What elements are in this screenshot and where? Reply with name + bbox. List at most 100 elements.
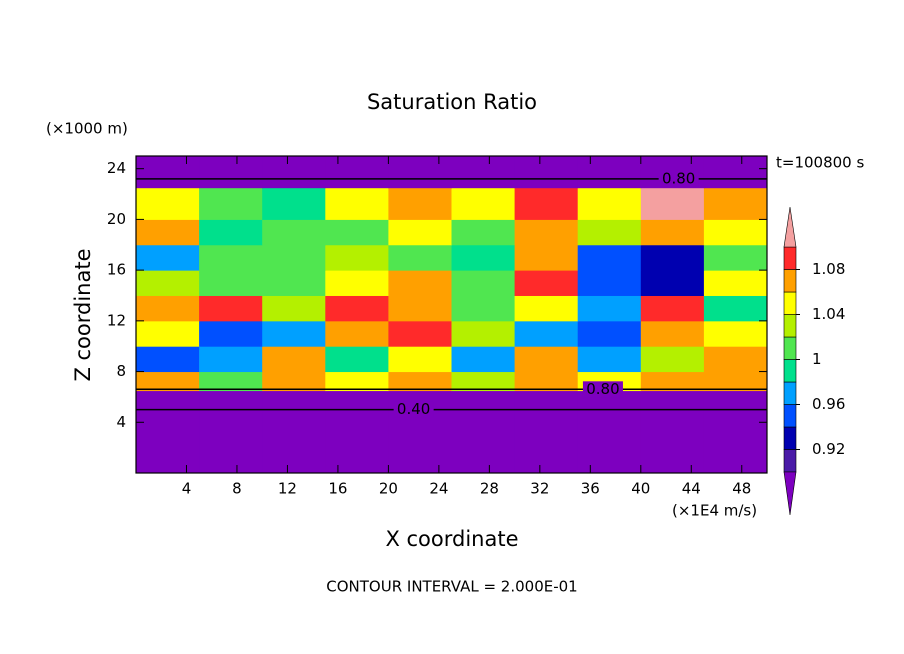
cell: [577, 219, 642, 246]
x-tick-label: 24: [429, 480, 448, 498]
cell: [388, 422, 452, 474]
x-tick-label: 32: [530, 480, 549, 498]
cell: [262, 390, 326, 423]
cell: [703, 187, 768, 220]
cell: [136, 270, 200, 296]
colorbar-band: [783, 269, 797, 293]
cell: [640, 270, 705, 296]
cell: [451, 187, 516, 220]
cell: [199, 295, 263, 322]
colorbar-band: [783, 314, 797, 338]
cell: [640, 346, 705, 373]
cell: [199, 219, 263, 246]
cell: [136, 422, 200, 474]
cell: [388, 219, 452, 246]
colorbar-tick-label: 0.96: [812, 395, 845, 413]
y-tick-label: 4: [116, 413, 126, 431]
cell: [703, 295, 768, 322]
cell: [388, 295, 452, 322]
cell: [388, 244, 452, 271]
cell: [640, 187, 705, 220]
cell: [703, 390, 768, 423]
cell: [325, 422, 389, 474]
cell: [577, 422, 642, 474]
cell: [577, 270, 642, 296]
contour-label-bg: [393, 401, 434, 418]
cell: [325, 156, 389, 189]
y-tick-label: 12: [107, 311, 126, 329]
contour-label: 0.80: [586, 380, 619, 398]
cell: [199, 390, 263, 423]
cell: [199, 371, 263, 392]
x-tick-label: 36: [581, 480, 600, 498]
cell: [514, 422, 579, 474]
cell: [199, 156, 263, 189]
x-tick-label: 28: [480, 480, 499, 498]
cell: [451, 270, 516, 296]
cell: [136, 295, 200, 322]
cell: [388, 270, 452, 296]
cell: [577, 320, 642, 347]
overlay: 0.40 0.80 0.80: [136, 169, 767, 418]
cell: [640, 295, 705, 322]
cell: [136, 219, 200, 246]
cell: [325, 295, 389, 322]
cell: [514, 219, 579, 246]
cell: [577, 346, 642, 373]
y-tick-label: 24: [107, 159, 126, 177]
colorbar-tick-label: 0.92: [812, 440, 845, 458]
x-axis-label: X coordinate: [385, 527, 518, 551]
y-tick-label: 8: [116, 362, 126, 380]
contour-label: 0.40: [397, 400, 430, 418]
cell: [640, 422, 705, 474]
cell: [325, 270, 389, 296]
cell: [199, 422, 263, 474]
colorbar-band: [783, 336, 797, 360]
cell: [514, 390, 579, 423]
colorbar-band: [783, 381, 797, 405]
cell: [451, 295, 516, 322]
x-tick-label: 8: [232, 480, 242, 498]
cell: [325, 346, 389, 373]
colorbar-tick-label: 1.04: [812, 305, 845, 323]
cell: [388, 156, 452, 189]
x-tick-label: 48: [732, 480, 751, 498]
x-tick-label: 4: [182, 480, 192, 498]
cell: [262, 320, 326, 347]
cell: [514, 244, 579, 271]
x-tick-label: 40: [631, 480, 650, 498]
cell: [262, 346, 326, 373]
cell: [262, 371, 326, 392]
y-tick-label: 16: [107, 261, 126, 279]
colorbar-band: [783, 449, 797, 473]
cell: [199, 346, 263, 373]
cell: [577, 156, 642, 189]
contour-label-bg: [658, 170, 699, 187]
cell: [514, 320, 579, 347]
x-tick-label: 12: [278, 480, 297, 498]
cell: [577, 187, 642, 220]
plot-frame: [135, 155, 768, 474]
colorbar-tick-label: 1: [812, 350, 822, 368]
cell: [514, 270, 579, 296]
cell: [703, 244, 768, 271]
cell: [262, 219, 326, 246]
cell: [199, 270, 263, 296]
cell: [577, 244, 642, 271]
time-label: t=100800 s: [776, 154, 864, 172]
cell: [325, 371, 389, 392]
footer: CONTOUR INTERVAL = 2.000E-01: [326, 578, 577, 596]
cell: [325, 219, 389, 246]
x-unit: (×1E4 m/s): [672, 502, 757, 520]
cell: [451, 422, 516, 474]
cell: [703, 270, 768, 296]
cell: [703, 422, 768, 474]
colorbar-band: [783, 291, 797, 315]
cell: [514, 187, 579, 220]
x-tick-label: 44: [682, 480, 701, 498]
cell: [199, 187, 263, 220]
cell: [451, 219, 516, 246]
colorbar-band: [783, 246, 797, 270]
cell: [514, 346, 579, 373]
